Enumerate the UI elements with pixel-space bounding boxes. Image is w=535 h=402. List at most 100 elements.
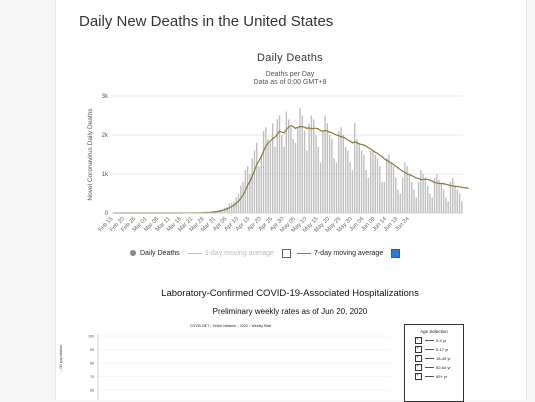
bar[interactable] (395, 178, 396, 213)
bar[interactable] (265, 127, 266, 213)
bar[interactable] (409, 174, 410, 213)
bar[interactable] (270, 143, 271, 213)
bar[interactable] (286, 112, 287, 213)
bar[interactable] (352, 170, 353, 213)
legend-daily-deaths[interactable]: Daily Deaths (130, 250, 180, 257)
bar[interactable] (391, 162, 392, 213)
bar[interactable] (361, 151, 362, 213)
bar[interactable] (377, 158, 378, 213)
bar[interactable] (288, 119, 289, 213)
bar[interactable] (349, 162, 350, 213)
bar[interactable] (388, 155, 389, 214)
bar[interactable] (448, 201, 449, 213)
bar[interactable] (306, 151, 307, 213)
bar[interactable] (359, 143, 360, 213)
bar[interactable] (343, 135, 344, 213)
bar[interactable] (251, 158, 252, 213)
bar[interactable] (247, 166, 248, 213)
bar[interactable] (331, 139, 332, 213)
bar[interactable] (263, 131, 264, 213)
bar[interactable] (452, 178, 453, 213)
bar[interactable] (413, 190, 414, 213)
3day-average-checkbox[interactable] (282, 249, 291, 258)
bar[interactable] (315, 135, 316, 213)
bar[interactable] (295, 143, 296, 213)
bar[interactable] (338, 131, 339, 213)
bar[interactable] (299, 108, 300, 213)
bar[interactable] (429, 194, 430, 214)
bar[interactable] (420, 170, 421, 213)
bar[interactable] (402, 178, 403, 213)
bar[interactable] (254, 151, 255, 213)
checkbox[interactable] (415, 355, 422, 362)
bar[interactable] (370, 151, 371, 213)
bar[interactable] (308, 123, 309, 213)
bar[interactable] (372, 151, 373, 213)
bar[interactable] (272, 123, 273, 213)
bar[interactable] (318, 147, 319, 213)
bar[interactable] (454, 186, 455, 213)
age-option[interactable]: 0-4 yr (415, 338, 463, 343)
bar[interactable] (393, 166, 394, 213)
bar[interactable] (242, 182, 243, 213)
bar[interactable] (411, 182, 412, 213)
bar[interactable] (375, 155, 376, 214)
bar[interactable] (322, 131, 323, 213)
bar[interactable] (336, 162, 337, 213)
checkbox[interactable] (415, 373, 422, 380)
bar[interactable] (461, 201, 462, 213)
bar[interactable] (274, 147, 275, 213)
bar[interactable] (438, 180, 439, 213)
checkbox[interactable] (415, 337, 422, 344)
bar[interactable] (450, 182, 451, 213)
bar[interactable] (297, 127, 298, 213)
bar[interactable] (397, 190, 398, 213)
daily-deaths-chart[interactable]: Novel Coronavirus Daily Deaths01k2k3kFeb… (80, 88, 470, 248)
bar[interactable] (293, 139, 294, 213)
bar[interactable] (416, 197, 417, 213)
bar[interactable] (267, 139, 268, 213)
bar[interactable] (302, 116, 303, 214)
bar[interactable] (354, 123, 355, 213)
age-option[interactable]: 65+ yr (415, 374, 463, 379)
bar[interactable] (311, 116, 312, 214)
age-option[interactable]: 5-17 yr (415, 347, 463, 352)
bar[interactable] (384, 182, 385, 213)
bar[interactable] (329, 135, 330, 213)
bar[interactable] (258, 166, 259, 213)
bar[interactable] (379, 166, 380, 213)
bar[interactable] (436, 174, 437, 213)
bar[interactable] (404, 162, 405, 213)
bar[interactable] (400, 194, 401, 214)
bar[interactable] (340, 127, 341, 213)
bar[interactable] (434, 178, 435, 213)
bar[interactable] (261, 155, 262, 214)
bar[interactable] (427, 186, 428, 213)
bar[interactable] (238, 194, 239, 214)
bar[interactable] (320, 162, 321, 213)
bar[interactable] (386, 158, 387, 213)
bar[interactable] (445, 197, 446, 213)
bar[interactable] (457, 190, 458, 213)
checkbox[interactable] (415, 364, 422, 371)
age-option[interactable]: 18-49 yr (415, 356, 463, 361)
legend-3day-average[interactable]: 3-day moving average (188, 250, 274, 257)
bar[interactable] (365, 170, 366, 213)
bar[interactable] (304, 131, 305, 213)
bar[interactable] (459, 194, 460, 214)
bar[interactable] (345, 147, 346, 213)
bar[interactable] (441, 184, 442, 213)
bar[interactable] (363, 155, 364, 214)
age-option[interactable]: 50-64 yr (415, 365, 463, 370)
bar[interactable] (281, 135, 282, 213)
legend-7day-average[interactable]: 7-day moving average (297, 250, 383, 257)
bar[interactable] (256, 143, 257, 213)
bar[interactable] (313, 119, 314, 213)
bar[interactable] (290, 127, 291, 213)
bar[interactable] (432, 197, 433, 213)
bar[interactable] (356, 139, 357, 213)
bar[interactable] (418, 182, 419, 213)
bar[interactable] (233, 201, 234, 213)
bar[interactable] (334, 158, 335, 213)
bar[interactable] (368, 178, 369, 213)
